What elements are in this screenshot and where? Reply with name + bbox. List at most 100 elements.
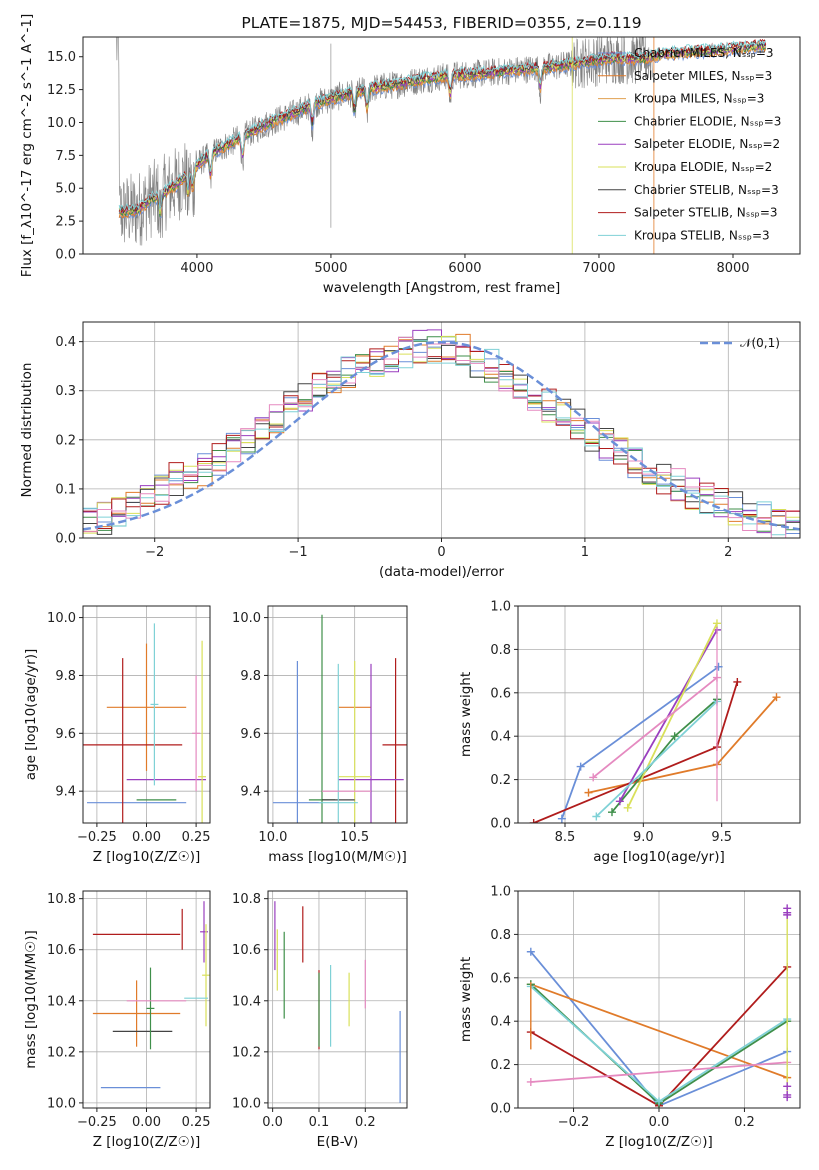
panel-massweight-vs-Z: −0.2 0.0 0.2 0.0 0.2 0.4 0.6 0.8 1.0 Z [log10(Z/Z… [458,885,801,1150]
y-tick-label: 7.5 [55,149,76,164]
x-tick-label: 0.1 [309,1115,330,1130]
x-tick-label: 0.00 [132,830,161,845]
y-tick-label: 9.6 [55,727,76,742]
x-tick-label: 10.0 [258,830,287,845]
y-axis-label: age [log10(age/yr)] [23,649,39,781]
axes-frame [267,890,408,1109]
y-tick-label: 9.6 [240,727,261,742]
plot-body [83,329,800,538]
point-marker [712,619,721,628]
y-tick-label: 0.0 [55,248,76,263]
x-tick-label: 0.00 [132,1115,161,1130]
y-tick-label: 10.4 [47,994,76,1009]
y-tick-label: 10.0 [232,1096,261,1111]
legend-label: Kroupa ELODIE, Nₛₛₚ=2 [634,160,772,174]
model-spectrum-chabrier_elodie [118,43,766,218]
axes-frame [267,605,408,824]
y-tick-label: 1.0 [490,600,511,615]
histogram-salpeter_stelib [83,346,800,529]
y-tick-label: 1.0 [490,885,511,900]
y-tick-label: 10.0 [47,611,76,626]
y-axis-label: mass [log10(M/M☉)] [23,930,39,1069]
x-axis-label: wavelength [Angstrom, rest frame] [323,280,561,296]
panel-age-vs-mass: 10.0 10.5 9.4 9.6 9.8 10.0 mass [log10(M/M☉)] [232,605,408,865]
y-tick-label: 10.0 [47,116,76,131]
point-marker [584,788,593,797]
y-tick-label: 0.0 [490,1102,511,1117]
point-marker [576,762,585,771]
y-tick-label: 10.2 [232,1045,261,1060]
plot-body [526,904,792,1108]
panel-age-vs-Z: −0.25 0.00 0.25 9.4 9.6 9.8 10.0 Z [log10(Z/Z☉)… [23,605,211,865]
point-marker [623,803,632,812]
x-tick-label: 2 [724,545,732,560]
x-tick-label: 9.0 [633,830,654,845]
point-marker [670,732,679,741]
plot-body [92,901,210,1089]
panel-mass-vs-ebv: 0.0 0.1 0.2 10.0 10.2 10.4 10.6 10.8 E(B-V) [232,890,408,1150]
x-tick-label: 6000 [448,261,481,276]
y-tick-label: 9.4 [240,785,261,800]
x-axis-label: E(B-V) [317,1134,359,1150]
y-tick-label: 0.4 [490,730,511,745]
y-tick-label: 10.8 [232,892,261,907]
series-kroupa_stelib [595,700,718,818]
y-tick-label: 0.8 [490,928,511,943]
legend-label: Kroupa STELIB, Nₛₛₚ=3 [634,228,770,242]
x-axis-label: Z [log10(Z/Z☉)] [93,849,201,865]
histogram-chabrier_stelib [83,336,800,535]
point-marker [783,1093,792,1102]
y-tick-label: 0.1 [55,482,76,497]
panel-spectrum: 4000 5000 6000 7000 8000 0.0 2.5 5.0 7.5 10.0 12.5… [19,14,801,296]
x-tick-label: 0.0 [649,1115,670,1130]
x-tick-label: 9.5 [711,830,732,845]
plot-body [272,614,407,823]
y-tick-label: 0.4 [55,335,76,350]
plot-area [268,606,407,823]
series-extra_pink [530,1061,788,1083]
panel-residuals: −2 −1 0 1 2 0.0 0.1 0.2 0.3 0.4 (data-model)/error… [19,321,801,580]
plot-area [518,606,800,823]
y-tick-label: 0.8 [490,643,511,658]
y-axis-label: mass weight [458,957,474,1042]
x-tick-label: 1 [581,545,589,560]
panel-mass-vs-Z: −0.25 0.00 0.25 10.0 10.2 10.4 10.6 10.8 Z [log1… [23,890,211,1150]
series-salpeter_miles [530,983,788,1079]
series-kroupa_elodie [626,623,718,809]
point-marker [783,1082,792,1091]
legend-label: Salpeter ELODIE, Nₛₛₚ=2 [634,137,780,151]
y-tick-label: 0.3 [55,384,76,399]
y-tick-label: 0.6 [490,686,511,701]
axes-frame [82,321,801,539]
x-tick-label: −0.25 [77,1115,117,1130]
y-tick-label: 15.0 [47,50,76,65]
normal-curve [83,340,800,531]
y-tick-label: 9.8 [55,669,76,684]
histogram-extra_pink [83,336,800,538]
y-tick-label: 10.6 [47,943,76,958]
histogram-kroupa_stelib [83,339,800,536]
y-tick-label: 10.0 [232,611,261,626]
y-tick-label: 10.6 [232,943,261,958]
y-tick-label: 0.4 [490,1015,511,1030]
point-marker [526,947,535,956]
axes-frame [517,605,801,824]
x-axis-label: Z [log10(Z/Z☉)] [605,1134,713,1150]
point-marker [733,677,742,686]
y-tick-label: 0.2 [490,1058,511,1073]
legend: Chabrier MILES, Nₛₛₚ=3 Salpeter MILES, Nₛ… [598,46,781,242]
point-marker [529,819,538,823]
x-tick-label: −1 [289,545,308,560]
x-axis-label: age [log10(age/yr)] [593,849,725,865]
point-marker [783,904,792,913]
point-marker [772,693,781,702]
axes-frame [82,890,211,1109]
point-marker [557,814,566,823]
y-tick-label: 10.4 [232,994,261,1009]
point-marker [592,812,601,821]
legend-label: Chabrier STELIB, Nₛₛₚ=3 [634,183,779,197]
x-tick-label: 8000 [716,261,749,276]
legend-label: Salpeter STELIB, Nₛₛₚ=3 [634,206,778,220]
x-tick-label: 0 [437,545,445,560]
